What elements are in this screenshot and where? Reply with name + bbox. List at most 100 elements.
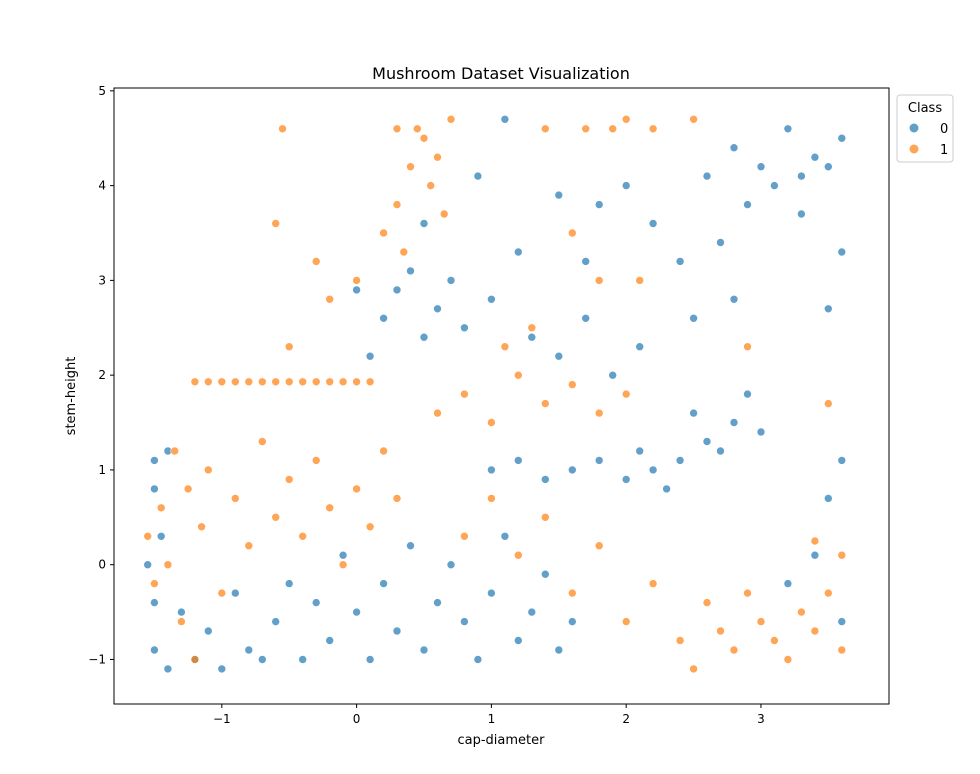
- chart-title: Mushroom Dataset Visualization: [372, 64, 630, 83]
- point-series-0-73: [743, 200, 752, 209]
- point-series-0-97: [487, 294, 496, 304]
- point-series-1-13: [257, 437, 267, 446]
- point-series-0-39: [392, 285, 402, 295]
- point-series-1-15: [284, 475, 294, 484]
- legend: Class 0 1: [896, 94, 954, 163]
- point-series-1-77: [783, 655, 793, 664]
- point-series-1-14: [271, 512, 281, 522]
- point-series-0-5: [217, 664, 227, 674]
- point-series-1-10: [217, 588, 227, 598]
- point-series-1-54: [392, 124, 402, 134]
- point-series-1-28: [244, 377, 254, 387]
- point-series-1-58: [513, 370, 523, 380]
- point-series-0-79: [837, 247, 847, 257]
- point-series-1-53: [446, 115, 456, 124]
- point-series-1-94: [567, 228, 577, 238]
- point-series-0-31: [567, 617, 577, 626]
- point-series-1-12: [244, 541, 254, 551]
- point-series-0-41: [406, 266, 415, 276]
- point-series-1-89: [608, 124, 618, 134]
- point-series-0-86: [581, 257, 591, 266]
- point-series-1-62: [621, 389, 631, 399]
- point-series-0-37: [150, 598, 159, 607]
- point-series-0-91: [783, 579, 793, 588]
- points-layer: [143, 115, 847, 674]
- point-series-0-32: [150, 484, 159, 494]
- point-series-1-3: [163, 560, 173, 570]
- point-series-0-55: [675, 456, 685, 465]
- point-series-0-11: [298, 655, 308, 664]
- point-series-1-92: [540, 124, 550, 134]
- point-series-1-63: [500, 342, 510, 352]
- point-series-0-30: [554, 645, 564, 655]
- point-series-0-25: [487, 588, 496, 598]
- point-series-0-52: [594, 456, 604, 465]
- point-series-0-16: [365, 655, 375, 664]
- point-series-0-33: [150, 456, 159, 465]
- point-series-1-37: [365, 377, 375, 387]
- point-series-1-83: [743, 588, 752, 598]
- point-series-0-15: [352, 607, 361, 617]
- point-series-1-50: [311, 257, 321, 266]
- point-series-1-74: [702, 598, 712, 607]
- point-series-0-4: [204, 626, 213, 636]
- point-series-1-73: [675, 636, 685, 645]
- point-series-0-12: [311, 598, 321, 607]
- point-series-1-1: [150, 579, 159, 588]
- point-series-0-28: [527, 607, 537, 617]
- point-series-1-11: [231, 494, 240, 503]
- point-series-0-27: [513, 636, 523, 645]
- point-series-0-90: [837, 617, 847, 626]
- point-series-0-85: [594, 200, 604, 209]
- point-series-1-84: [770, 636, 779, 645]
- point-series-1-79: [837, 645, 847, 655]
- point-series-0-0: [150, 645, 159, 655]
- point-series-0-57: [729, 418, 739, 427]
- point-series-0-64: [702, 171, 712, 181]
- point-series-1-34: [325, 377, 335, 387]
- point-series-1-35: [338, 377, 348, 387]
- point-series-1-18: [325, 503, 335, 513]
- point-series-0-53: [621, 475, 631, 484]
- point-series-0-47: [419, 219, 429, 228]
- point-series-1-90: [621, 115, 631, 124]
- y-tick-label: 2: [98, 368, 106, 382]
- point-series-1-31: [284, 377, 294, 387]
- point-series-0-48: [487, 465, 496, 475]
- point-series-1-45: [399, 247, 409, 257]
- point-series-0-44: [446, 276, 456, 285]
- point-series-1-41: [419, 133, 429, 143]
- point-series-1-26: [217, 377, 227, 387]
- point-series-0-40: [419, 332, 429, 342]
- point-series-1-71: [621, 617, 631, 626]
- point-series-0-17: [379, 579, 388, 588]
- point-series-1-47: [352, 276, 361, 285]
- point-series-1-85: [797, 607, 806, 617]
- point-series-0-92: [527, 332, 537, 342]
- x-tick-label: 0: [353, 712, 361, 726]
- y-tick-label: 1: [98, 463, 106, 477]
- x-tick-label: 3: [757, 712, 765, 726]
- point-series-0-18: [392, 626, 402, 636]
- point-series-0-2: [177, 607, 186, 617]
- point-series-0-43: [365, 351, 375, 361]
- point-series-1-60: [567, 380, 577, 389]
- legend-title: Class: [908, 101, 942, 116]
- point-series-0-77: [621, 181, 631, 190]
- point-series-0-26: [500, 531, 510, 541]
- point-series-0-42: [433, 304, 442, 314]
- point-series-1-32: [298, 377, 308, 387]
- point-series-0-62: [662, 484, 671, 494]
- point-series-1-96: [635, 276, 645, 285]
- point-series-1-91: [689, 115, 698, 124]
- point-series-1-40: [406, 162, 415, 171]
- point-series-1-64: [527, 323, 537, 333]
- point-series-1-87: [810, 536, 820, 546]
- point-series-1-38: [379, 228, 388, 238]
- point-series-1-98: [743, 342, 752, 352]
- point-series-0-60: [743, 389, 752, 399]
- point-series-0-58: [689, 408, 698, 418]
- point-series-1-7: [190, 655, 200, 664]
- point-series-1-76: [756, 617, 766, 626]
